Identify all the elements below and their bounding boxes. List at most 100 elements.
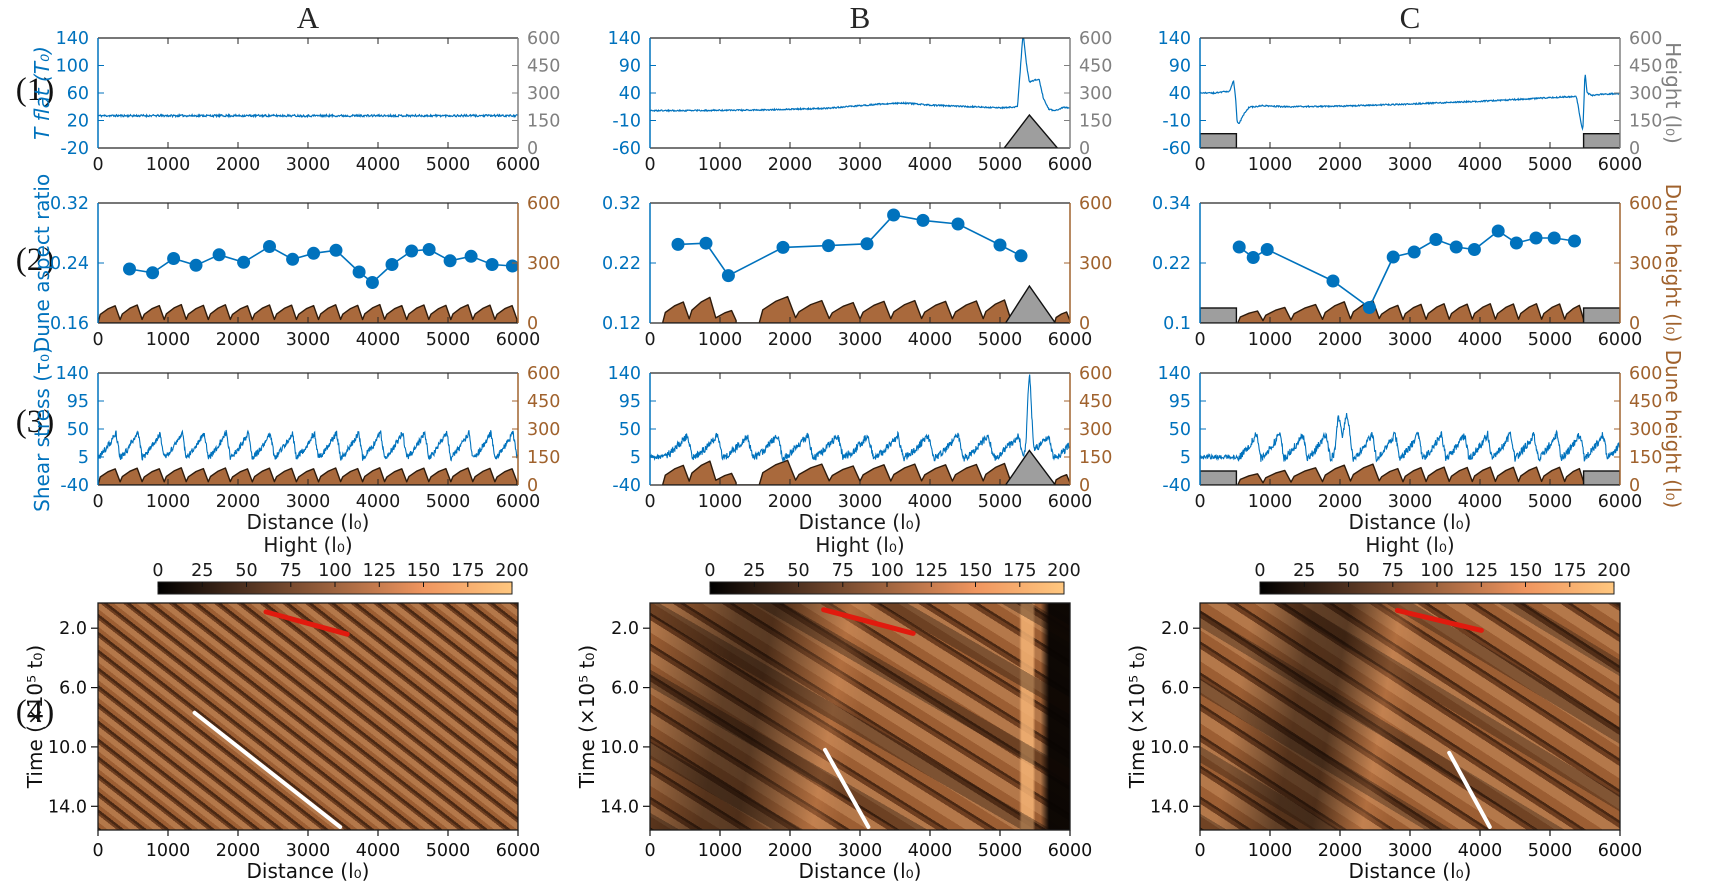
- left-tick-label: 20: [67, 112, 89, 132]
- left-tick-label: 0.32: [50, 194, 89, 214]
- x-tick-label: 5000: [1528, 492, 1573, 512]
- right-tick-label: 300: [527, 254, 560, 274]
- left-tick-label: 0.16: [50, 314, 89, 334]
- row-label-2: (2): [15, 242, 55, 278]
- panel-C4-overlay: 2.0 6.0 10.0 14.0 0 1000 2000 3000 4000 5000 6000 D…: [1125, 602, 1642, 883]
- right-tick-label: 150: [1079, 448, 1112, 468]
- obstacle-rect: [1200, 307, 1238, 323]
- colorbar-tick-label: 175: [451, 561, 484, 581]
- x-tick-label: 3000: [1388, 330, 1433, 350]
- left-tick-label: 50: [67, 420, 89, 440]
- right-tick-label: 0: [1079, 314, 1090, 334]
- aspect-ratio-marker: [146, 266, 160, 280]
- aspect-ratio-marker: [860, 237, 874, 251]
- right-tick-label: 450: [1079, 392, 1112, 412]
- colorbar-tick-label: 125: [1465, 561, 1498, 581]
- left-tick-label: 95: [619, 392, 641, 412]
- left-tick-label: 140: [608, 29, 641, 49]
- left-tick-label: 40: [619, 84, 641, 104]
- left-tick-label: 95: [1169, 392, 1191, 412]
- x-tick-label: 1000: [698, 841, 743, 861]
- x-tick-label: 5000: [1528, 330, 1573, 350]
- x-tick-label: 0: [92, 492, 103, 512]
- x-tick-label: 5000: [426, 841, 471, 861]
- colorbar-tick-label: 175: [1003, 561, 1036, 581]
- left-axis-label: T flat (T₀): [30, 46, 54, 140]
- x-tick-label: 1000: [1248, 492, 1293, 512]
- right-tick-label: 300: [1079, 254, 1112, 274]
- heatmap-time-label: Time (×10⁵ t₀): [575, 645, 599, 789]
- shear-stress-line: [650, 374, 1070, 462]
- obstacle-rect: [1582, 307, 1620, 323]
- x-tick-label: 5000: [978, 841, 1023, 861]
- dune-profile: [98, 467, 518, 485]
- right-tick-label: 600: [1079, 29, 1112, 49]
- aspect-ratio-marker: [1260, 243, 1274, 256]
- panel-C2-chart: 0 1000 2000 3000 4000 5000 6000 0.1 0.22 0.34 0 300…: [1152, 184, 1685, 350]
- signal-line: [98, 112, 518, 119]
- panel-A3-chart: 0 1000 2000 3000 4000 5000 6000 -40 5 50 95 140 0 150…: [30, 346, 560, 534]
- x-tick-label: 2000: [216, 155, 261, 175]
- right-tick-label: 150: [1629, 448, 1662, 468]
- x-tick-label: 0: [92, 841, 103, 861]
- x-tick-label: 6000: [496, 330, 541, 350]
- left-tick-label: 0.34: [1152, 194, 1191, 214]
- x-tick-label: 3000: [286, 330, 331, 350]
- left-tick-label: 50: [1169, 420, 1191, 440]
- right-tick-label: 150: [1629, 112, 1662, 132]
- right-tick-label: 0: [1079, 476, 1090, 496]
- time-tick-label: 6.0: [59, 679, 87, 699]
- x-tick-label: 6000: [496, 155, 541, 175]
- right-tick-label: 0: [1629, 476, 1640, 496]
- obstacle-triangle: [1003, 113, 1059, 148]
- panel-A2-chart: 0 1000 2000 3000 4000 5000 6000 0.16 0.24 0.32 0 30…: [30, 174, 560, 352]
- x-tick-label: 5000: [978, 492, 1023, 512]
- colorbar-tick-label: 75: [280, 561, 302, 581]
- x-tick-label: 4000: [356, 492, 401, 512]
- obstacle-triangle: [1004, 449, 1057, 485]
- heatmap-time-label: Time (×10⁵ t₀): [1125, 645, 1149, 789]
- aspect-ratio-marker: [443, 254, 457, 268]
- x-tick-label: 0: [644, 841, 655, 861]
- left-tick-label: 60: [67, 84, 89, 104]
- dune-profile: [1237, 463, 1585, 485]
- x-tick-label: 1000: [146, 330, 191, 350]
- right-tick-label: 300: [1079, 84, 1112, 104]
- right-tick-label: 0: [1629, 314, 1640, 334]
- aspect-ratio-marker: [721, 269, 735, 283]
- left-tick-label: 40: [1169, 84, 1191, 104]
- left-tick-label: -20: [60, 139, 89, 159]
- aspect-ratio-marker: [329, 243, 343, 257]
- colorbar-tick-label: 0: [1254, 561, 1265, 581]
- x-tick-label: 4000: [1458, 330, 1503, 350]
- panel-A4-colorbar: Hight (l₀) 0 25 50 75 100 125 150 175 200: [152, 533, 529, 595]
- left-tick-label: 140: [1158, 364, 1191, 384]
- right-tick-label: 600: [1079, 364, 1112, 384]
- right-tick-label: 450: [527, 57, 560, 77]
- x-tick-label: 1000: [1248, 841, 1293, 861]
- x-tick-label: 5000: [426, 492, 471, 512]
- x-tick-label: 4000: [1458, 492, 1503, 512]
- obstacle-rect: [1582, 132, 1620, 148]
- x-tick-label: 5000: [1528, 155, 1573, 175]
- x-tick-label: 2000: [1318, 492, 1363, 512]
- aspect-ratio-marker: [1246, 251, 1260, 264]
- aspect-ratio-marker: [405, 244, 419, 258]
- x-tick-label: 2000: [1318, 841, 1363, 861]
- x-tick-label: 2000: [768, 330, 813, 350]
- x-tick-label: 4000: [908, 155, 953, 175]
- right-tick-label: 0: [527, 476, 538, 496]
- colorbar-tick-label: 50: [235, 561, 257, 581]
- left-axis-label: Shear stress (τ₀): [30, 346, 54, 512]
- time-tick-label: 6.0: [611, 679, 639, 699]
- left-tick-label: 0.24: [50, 254, 89, 274]
- x-tick-label: 6000: [1048, 155, 1093, 175]
- colorbar-tick-label: 100: [318, 561, 351, 581]
- plot-area: [1200, 38, 1620, 148]
- x-tick-label: 5000: [978, 155, 1023, 175]
- right-tick-label: 150: [527, 112, 560, 132]
- obstacle-triangle: [1004, 284, 1057, 323]
- colorbar-tick-label: 100: [1420, 561, 1453, 581]
- aspect-ratio-marker: [699, 236, 713, 250]
